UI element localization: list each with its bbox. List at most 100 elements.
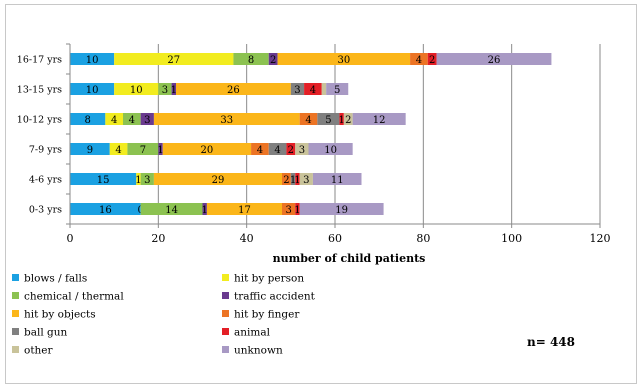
data-label: 30 — [337, 55, 350, 66]
bar-segment — [70, 113, 106, 125]
data-label: 1 — [157, 145, 163, 156]
bar-segment — [153, 113, 300, 125]
data-label: 4 — [305, 115, 311, 126]
data-label: 10 — [86, 55, 99, 66]
data-label: 4 — [257, 145, 263, 156]
legend-swatch — [12, 346, 19, 353]
legend: blows / falls hit by person chemical / the… — [12, 273, 316, 357]
data-label: 2 — [283, 175, 289, 186]
bar-segment — [140, 173, 154, 185]
data-label: 2 — [270, 55, 276, 66]
x-tick-label: 100 — [501, 232, 522, 245]
data-label: 12 — [373, 115, 386, 126]
bar-segment — [286, 143, 296, 155]
bar-segment — [304, 83, 322, 95]
legend-swatch — [12, 310, 19, 317]
bar-segment — [70, 143, 110, 155]
data-label: 29 — [212, 175, 225, 186]
bar-segment — [299, 113, 318, 125]
bar-segment — [70, 203, 141, 215]
data-label: 8 — [248, 55, 254, 66]
bar-segment — [339, 113, 344, 125]
data-label: 4 — [274, 145, 280, 156]
x-tick-label: 20 — [151, 232, 165, 245]
data-label: 3 — [144, 175, 150, 186]
sample-size-annotation: n= 448 — [527, 335, 575, 349]
legend-swatch — [222, 328, 229, 335]
bar-segment — [321, 83, 327, 95]
grid-layer — [157, 44, 601, 224]
data-label: 26 — [227, 85, 240, 96]
legend-label: traffic accident — [234, 291, 316, 303]
bar-segment — [436, 53, 552, 65]
y-tick-label: 7-9 yrs — [29, 145, 62, 156]
data-label: 1 — [171, 85, 177, 96]
legend-label: unknown — [234, 345, 283, 357]
data-label: 7 — [140, 145, 146, 156]
data-label: 3 — [303, 175, 309, 186]
data-label: 11 — [331, 175, 344, 186]
bar-segment — [282, 173, 291, 185]
x-tick-label: 80 — [416, 232, 430, 245]
bar-segment — [158, 143, 163, 155]
data-label: 5 — [334, 85, 340, 96]
data-label: 4 — [416, 55, 422, 66]
bar-segment — [427, 53, 437, 65]
bar-segment — [352, 113, 406, 125]
data-label: 20 — [201, 145, 214, 156]
bar-segment — [317, 113, 340, 125]
data-label: 3 — [299, 145, 305, 156]
data-label: 3 — [144, 115, 150, 126]
legend-label: ball gun — [24, 327, 68, 339]
bar-segment — [153, 173, 282, 185]
bar-segment — [123, 113, 141, 125]
bar-segment — [295, 203, 300, 215]
bar-segment — [343, 113, 353, 125]
data-label: 19 — [335, 205, 348, 216]
bar-segment — [162, 143, 252, 155]
bar-segment — [233, 53, 269, 65]
bar-segment — [290, 83, 305, 95]
x-tick-label: 120 — [590, 232, 611, 245]
bar-segment — [140, 203, 203, 215]
legend-swatch — [222, 274, 229, 281]
data-label: 1 — [294, 175, 300, 186]
legend-label: animal — [234, 327, 271, 339]
bar-segment — [105, 113, 123, 125]
legend-swatch — [12, 292, 19, 299]
bar-segment — [282, 203, 296, 215]
bar-segment — [127, 143, 159, 155]
bar-segment — [326, 83, 349, 95]
bar-segment — [109, 143, 128, 155]
bar-segment — [295, 173, 300, 185]
data-label: 4 — [129, 115, 135, 126]
data-label: 2 — [288, 145, 294, 156]
data-label: 2 — [345, 115, 351, 126]
data-label: 10 — [86, 85, 99, 96]
bar-segment — [114, 53, 234, 65]
data-label: 26 — [488, 55, 501, 66]
legend-swatch — [222, 310, 229, 317]
data-label: 1 — [338, 115, 344, 126]
data-label: 27 — [167, 55, 180, 66]
x-tick-label: 40 — [240, 232, 254, 245]
data-label: 17 — [238, 205, 251, 216]
bar-segment — [136, 173, 141, 185]
data-label: 15 — [97, 175, 110, 186]
bar-segment — [158, 83, 172, 95]
data-label: 4 — [310, 85, 316, 96]
data-label: 5 — [325, 115, 331, 126]
bar-segment — [206, 203, 282, 215]
legend-label: hit by person — [234, 273, 304, 285]
legend-label: hit by finger — [234, 309, 300, 321]
data-label: 2 — [429, 55, 435, 66]
data-label: 10 — [130, 85, 143, 96]
bar-segment — [410, 53, 428, 65]
data-label: 10 — [324, 145, 337, 156]
bar-segment — [277, 53, 411, 65]
data-label: 3 — [162, 85, 168, 96]
bar-segment — [140, 113, 154, 125]
